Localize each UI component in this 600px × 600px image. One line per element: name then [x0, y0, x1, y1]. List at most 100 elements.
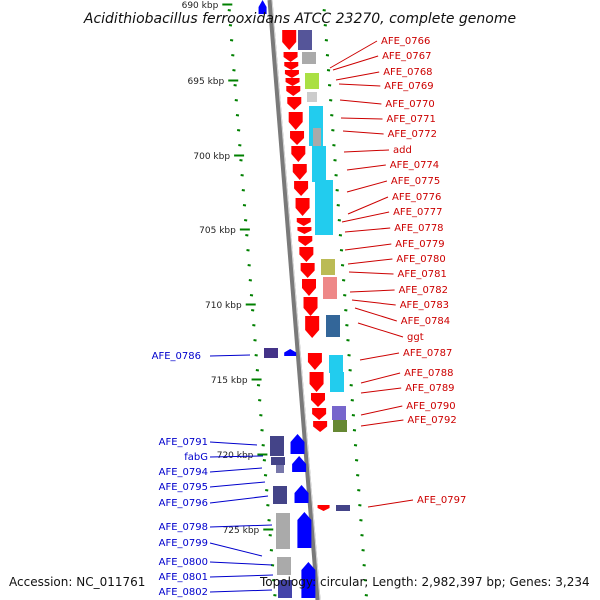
gene-product-box	[321, 259, 335, 275]
left-gene-label: AFE_0786	[152, 351, 201, 362]
gene-product-box	[273, 486, 287, 504]
marker-dot	[344, 309, 348, 312]
scale-dot	[245, 234, 249, 237]
leader-line	[343, 149, 390, 153]
scale-dot	[260, 429, 264, 432]
right-gene-label: AFE_0774	[390, 160, 439, 171]
gene-arrow-forward	[286, 86, 301, 96]
marker-dot	[322, 9, 326, 12]
marker-dot	[359, 519, 363, 522]
gene-arrow-forward	[283, 52, 298, 62]
gene-arrow-reverse	[284, 349, 297, 356]
leader-line	[329, 40, 378, 69]
right-gene-label: ggt	[407, 332, 424, 343]
right-gene-label: AFE_0784	[401, 316, 450, 327]
marker-dot	[361, 549, 365, 552]
right-gene-label: AFE_0766	[381, 36, 430, 47]
marker-dot	[340, 264, 345, 267]
left-gene-label: AFE_0802	[159, 587, 208, 598]
gene-arrow-forward	[288, 112, 303, 130]
scale-dot	[243, 219, 248, 222]
gene-arrow-forward	[292, 164, 307, 180]
right-gene-label: AFE_0783	[400, 300, 449, 311]
leader-line	[209, 524, 273, 528]
gene-product-box	[313, 128, 321, 146]
right-gene-label: AFE_0771	[387, 114, 436, 125]
marker-dot	[354, 459, 359, 462]
leader-line	[346, 164, 386, 171]
scale-dot	[231, 54, 235, 57]
scale-dot	[268, 534, 272, 537]
leader-line	[341, 211, 390, 223]
right-gene-label: AFE_0778	[394, 223, 443, 234]
scale-label: 690 kbp	[182, 1, 219, 11]
leader-line	[346, 180, 388, 193]
marker-dot	[343, 294, 347, 297]
marker-dot	[350, 399, 354, 402]
gene-arrow-forward	[305, 316, 320, 338]
scale-dot	[273, 594, 277, 597]
leader-line	[342, 130, 384, 135]
marker-dot	[336, 204, 340, 207]
scale-dot	[228, 24, 233, 27]
leader-line	[335, 71, 380, 81]
marker-dot	[356, 474, 360, 477]
map-title: Acidithiobacillus ferrooxidans ATCC 2327…	[83, 11, 516, 27]
gene-arrow-forward	[300, 263, 315, 278]
marker-dot	[351, 414, 356, 417]
scale-label: 695 kbp	[188, 77, 225, 87]
gene-product-box	[307, 92, 317, 102]
gene-arrow-forward	[282, 30, 297, 50]
marker-dot	[341, 279, 346, 282]
gene-product-box	[277, 557, 291, 575]
right-gene-label: AFE_0782	[399, 285, 448, 296]
leader-line	[209, 467, 263, 473]
gene-arrow-forward	[309, 372, 324, 392]
gene-product-box	[305, 73, 319, 89]
gene-arrow-forward	[284, 70, 299, 78]
leader-line	[360, 372, 401, 384]
scale-labels: 690 kbp 695 kbp 700 kbp 705 kbp 710 kbp 715 k…	[182, 1, 274, 536]
right-gene-labels: AFE_0766 AFE_0767 AFE_0768 AFE_0769 AFE_0770…	[381, 36, 466, 506]
marker-dot	[339, 249, 344, 252]
gene-arrow-reverse	[301, 562, 316, 598]
leader-line	[354, 307, 397, 322]
marker-dot	[349, 384, 353, 387]
marker-dot	[332, 144, 336, 147]
gene-arrow-forward	[312, 408, 327, 420]
gene-product-box	[336, 505, 350, 511]
gene-product-box	[278, 580, 292, 598]
gene-arrow-forward	[285, 78, 300, 86]
leader-line	[209, 561, 273, 566]
left-gene-label: fabG	[184, 452, 208, 463]
gene-features	[258, 0, 350, 598]
right-gene-label: AFE_0788	[404, 368, 453, 379]
marker-track	[322, 9, 369, 597]
left-gene-label: AFE_0798	[159, 522, 208, 533]
leader-line	[349, 289, 395, 293]
leader-line	[360, 405, 403, 416]
scale-dot	[248, 279, 253, 282]
gene-arrow-forward	[287, 97, 302, 110]
scale-label: 700 kbp	[193, 152, 230, 162]
scale-dot	[255, 369, 260, 372]
leader-line	[338, 83, 381, 87]
right-gene-label: AFE_0792	[407, 415, 456, 426]
leader-line	[209, 481, 266, 488]
scale-dot	[254, 354, 258, 357]
marker-dot	[363, 579, 367, 582]
scale-dot	[263, 474, 268, 477]
scale-dot	[269, 549, 274, 552]
gene-arrow-forward	[307, 353, 322, 370]
right-gene-label: AFE_0789	[405, 383, 454, 394]
scale-dot	[242, 204, 247, 207]
leader-line	[344, 227, 391, 233]
scale-dot	[261, 444, 265, 447]
leader-line	[339, 99, 382, 105]
scale-dot	[272, 579, 276, 582]
scale-dot	[246, 249, 250, 252]
leader-lines	[209, 40, 414, 593]
gene-arrow-forward	[296, 218, 311, 226]
scale-dot	[267, 519, 271, 522]
scale-dot	[253, 339, 257, 342]
